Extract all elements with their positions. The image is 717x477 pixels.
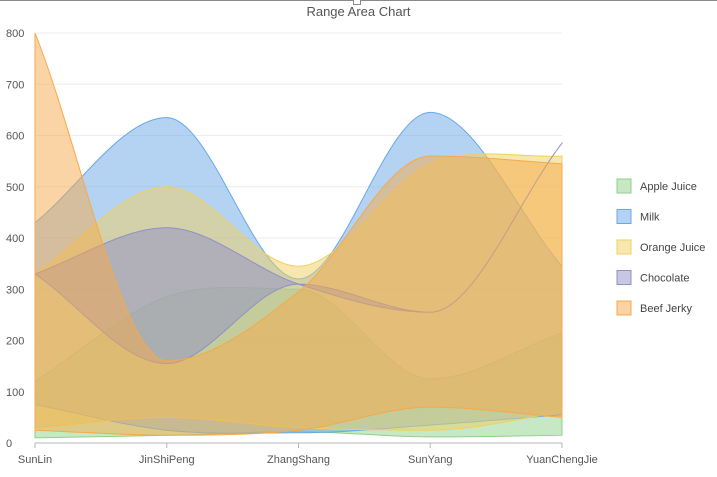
legend-label: Chocolate [640,273,690,285]
axes: 0 100 200 300 400 500 600 700 800 SunLin JinShiPen… [6,28,598,466]
series-areas [34,32,563,439]
chart-title: Range Area Chart [306,4,411,19]
legend-label: Apple Juice [640,181,697,193]
legend-label: Beef Jerky [640,303,692,315]
legend-swatch [616,178,632,194]
y-tick-label: 500 [6,182,24,194]
x-tick-label: SunLin [18,454,52,466]
area-beef-jerky[interactable] [34,32,563,436]
x-tick-label: ZhangShang [267,454,330,466]
x-tick-label: YuanChengJie [526,454,598,466]
y-tick-label: 200 [6,336,24,348]
legend-item-apple-juice[interactable]: Apple Juice [616,178,697,194]
y-tick-label: 0 [6,438,12,450]
legend-swatch [616,300,632,316]
x-tick-label: SunYang [408,454,452,466]
legend-swatch [616,239,632,255]
legend-item-milk[interactable]: Milk [616,209,660,224]
legend-label: Orange Juice [640,242,705,254]
y-tick-label: 700 [6,79,24,91]
legend-item-orange-juice[interactable]: Orange Juice [616,239,705,255]
y-tick-label: 300 [6,284,24,296]
y-tick-label: 800 [6,28,24,40]
x-tick-label: JinShiPeng [139,454,195,466]
legend-item-chocolate[interactable]: Chocolate [616,270,690,285]
y-tick-label: 100 [6,387,24,399]
legend-swatch [616,209,632,224]
area-chocolate[interactable] [34,141,563,365]
legend-item-beef-jerky[interactable]: Beef Jerky [616,300,692,316]
legend[interactable]: Apple Juice Milk Orange Juice Chocolate Beef… [616,178,705,316]
legend-label: Milk [640,212,660,224]
legend-swatch [616,270,632,285]
y-tick-label: 400 [6,233,24,245]
y-tick-label: 600 [6,131,24,143]
resize-handle-icon[interactable] [353,0,361,5]
